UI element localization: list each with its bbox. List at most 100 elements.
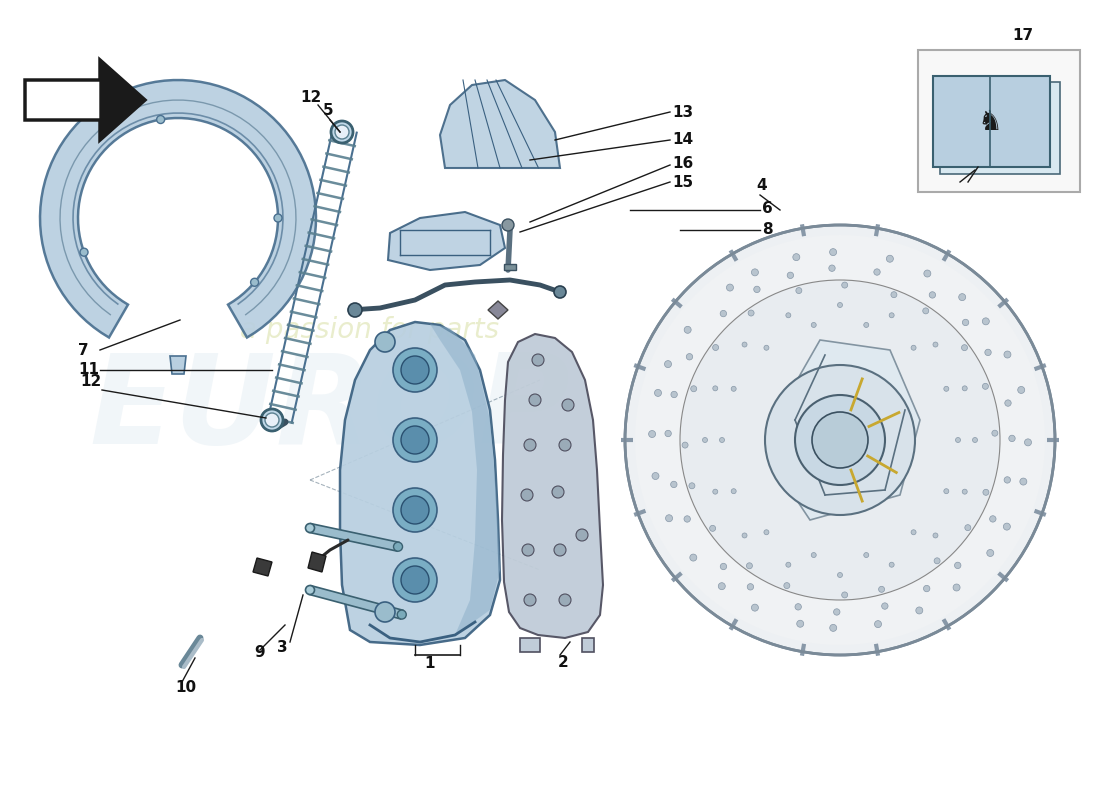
Circle shape bbox=[375, 332, 395, 352]
Circle shape bbox=[559, 439, 571, 451]
Polygon shape bbox=[309, 523, 399, 551]
Circle shape bbox=[502, 219, 514, 231]
Circle shape bbox=[962, 319, 969, 326]
Circle shape bbox=[987, 550, 993, 557]
Circle shape bbox=[747, 562, 752, 569]
Circle shape bbox=[274, 214, 282, 222]
Polygon shape bbox=[388, 212, 505, 270]
Circle shape bbox=[732, 489, 736, 494]
Polygon shape bbox=[170, 356, 186, 374]
Polygon shape bbox=[504, 264, 516, 270]
Text: ♞: ♞ bbox=[978, 108, 1002, 136]
Circle shape bbox=[1004, 400, 1011, 406]
Circle shape bbox=[1020, 478, 1026, 485]
Circle shape bbox=[666, 514, 672, 522]
Circle shape bbox=[532, 354, 544, 366]
Circle shape bbox=[393, 418, 437, 462]
Circle shape bbox=[923, 308, 928, 314]
Circle shape bbox=[829, 624, 837, 631]
Circle shape bbox=[713, 489, 718, 494]
Circle shape bbox=[524, 594, 536, 606]
Text: a passion for parts: a passion for parts bbox=[241, 316, 499, 344]
Circle shape bbox=[402, 426, 429, 454]
Circle shape bbox=[664, 430, 671, 437]
Circle shape bbox=[796, 620, 804, 627]
Circle shape bbox=[331, 121, 353, 143]
Circle shape bbox=[1024, 439, 1032, 446]
Circle shape bbox=[684, 326, 691, 334]
Circle shape bbox=[654, 390, 661, 397]
Circle shape bbox=[521, 489, 534, 501]
Circle shape bbox=[785, 562, 791, 567]
Circle shape bbox=[889, 313, 894, 318]
Circle shape bbox=[686, 354, 693, 360]
Circle shape bbox=[261, 409, 283, 431]
Circle shape bbox=[524, 439, 536, 451]
Circle shape bbox=[924, 586, 930, 592]
Circle shape bbox=[959, 294, 966, 301]
Circle shape bbox=[944, 489, 949, 494]
Circle shape bbox=[788, 272, 793, 278]
Text: 12: 12 bbox=[80, 374, 101, 389]
Circle shape bbox=[402, 566, 429, 594]
Circle shape bbox=[784, 582, 790, 589]
Circle shape bbox=[911, 346, 916, 350]
Text: 16: 16 bbox=[672, 156, 693, 171]
Circle shape bbox=[751, 604, 758, 611]
Circle shape bbox=[394, 542, 403, 551]
Circle shape bbox=[934, 558, 940, 564]
Circle shape bbox=[732, 386, 736, 391]
Circle shape bbox=[720, 310, 727, 317]
Circle shape bbox=[402, 496, 429, 524]
Circle shape bbox=[990, 516, 996, 522]
Circle shape bbox=[1004, 477, 1011, 483]
Circle shape bbox=[983, 490, 989, 495]
Circle shape bbox=[1004, 351, 1011, 358]
Circle shape bbox=[961, 345, 968, 350]
Circle shape bbox=[1003, 523, 1011, 530]
Circle shape bbox=[306, 586, 315, 594]
Circle shape bbox=[576, 529, 588, 541]
Polygon shape bbox=[309, 586, 403, 619]
Circle shape bbox=[156, 115, 165, 123]
Circle shape bbox=[793, 254, 800, 261]
Circle shape bbox=[251, 278, 258, 286]
Circle shape bbox=[837, 302, 843, 307]
Circle shape bbox=[982, 318, 989, 325]
Polygon shape bbox=[582, 638, 594, 652]
Circle shape bbox=[393, 558, 437, 602]
Circle shape bbox=[742, 342, 747, 347]
Text: 5: 5 bbox=[323, 103, 333, 118]
Circle shape bbox=[873, 269, 880, 275]
Polygon shape bbox=[100, 60, 145, 140]
Circle shape bbox=[785, 313, 791, 318]
Circle shape bbox=[916, 607, 923, 614]
Circle shape bbox=[402, 356, 429, 384]
Circle shape bbox=[811, 322, 816, 327]
Circle shape bbox=[796, 287, 802, 294]
Circle shape bbox=[664, 361, 671, 368]
Text: 8: 8 bbox=[762, 222, 772, 237]
Polygon shape bbox=[933, 76, 1050, 167]
Circle shape bbox=[992, 430, 998, 436]
Circle shape bbox=[982, 383, 989, 390]
Text: 7: 7 bbox=[78, 343, 89, 358]
Circle shape bbox=[649, 430, 656, 438]
Circle shape bbox=[1018, 386, 1025, 394]
Circle shape bbox=[911, 530, 916, 534]
Circle shape bbox=[748, 310, 755, 316]
Circle shape bbox=[625, 225, 1055, 655]
Polygon shape bbox=[488, 301, 508, 319]
Circle shape bbox=[684, 516, 691, 522]
Polygon shape bbox=[440, 80, 560, 168]
Circle shape bbox=[720, 563, 727, 570]
Circle shape bbox=[689, 482, 695, 489]
Circle shape bbox=[812, 412, 868, 468]
Circle shape bbox=[554, 544, 566, 556]
Circle shape bbox=[837, 573, 843, 578]
Circle shape bbox=[529, 394, 541, 406]
Circle shape bbox=[393, 488, 437, 532]
Circle shape bbox=[375, 602, 395, 622]
Polygon shape bbox=[25, 60, 145, 140]
Circle shape bbox=[944, 386, 949, 391]
